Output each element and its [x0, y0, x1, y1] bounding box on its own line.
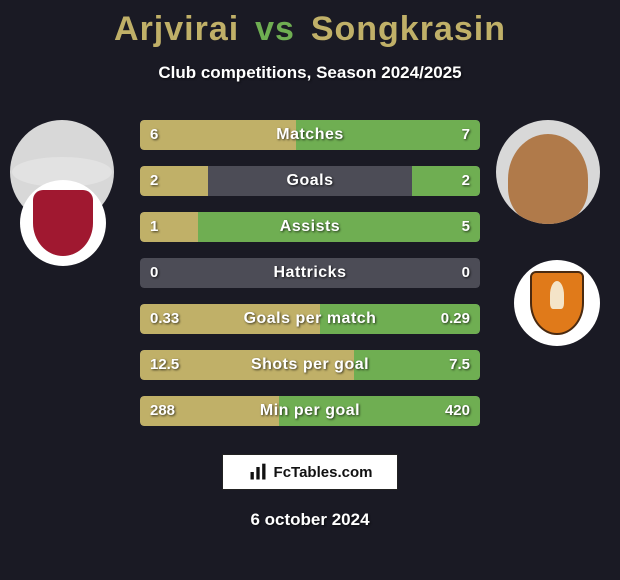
- stat-bar-row: 288420Min per goal: [140, 396, 480, 426]
- player2-club-badge: [514, 260, 600, 346]
- stat-bar-row: 15Assists: [140, 212, 480, 242]
- avatar-photo-icon: [496, 120, 600, 224]
- source-badge: FcTables.com: [222, 454, 398, 490]
- stat-label: Hattricks: [140, 258, 480, 288]
- stat-bar-row: 0.330.29Goals per match: [140, 304, 480, 334]
- stat-label: Goals: [140, 166, 480, 196]
- player1-name: Arjvirai: [114, 10, 239, 48]
- player2-avatar: [496, 120, 600, 224]
- vs-separator: vs: [249, 10, 301, 48]
- club-shield-icon: [20, 180, 106, 266]
- stat-label: Goals per match: [140, 304, 480, 334]
- stat-bar-row: 67Matches: [140, 120, 480, 150]
- source-badge-text: FcTables.com: [274, 464, 373, 481]
- stat-label: Shots per goal: [140, 350, 480, 380]
- stat-bar-row: 00Hattricks: [140, 258, 480, 288]
- comparison-title: Arjvirai vs Songkrasin: [0, 0, 620, 49]
- stat-bar-row: 12.57.5Shots per goal: [140, 350, 480, 380]
- bar-chart-icon: [248, 462, 268, 482]
- player1-club-badge: [20, 180, 106, 266]
- stat-label: Assists: [140, 212, 480, 242]
- stat-label: Min per goal: [140, 396, 480, 426]
- stat-bar-row: 22Goals: [140, 166, 480, 196]
- comparison-subtitle: Club competitions, Season 2024/2025: [0, 63, 620, 83]
- stat-label: Matches: [140, 120, 480, 150]
- comparison-bars: 67Matches 22Goals 15Assists 00Hattricks 0.33…: [140, 120, 480, 442]
- footer-date: 6 october 2024: [0, 510, 620, 530]
- player2-name: Songkrasin: [311, 10, 506, 48]
- club-shield-icon: [514, 260, 600, 346]
